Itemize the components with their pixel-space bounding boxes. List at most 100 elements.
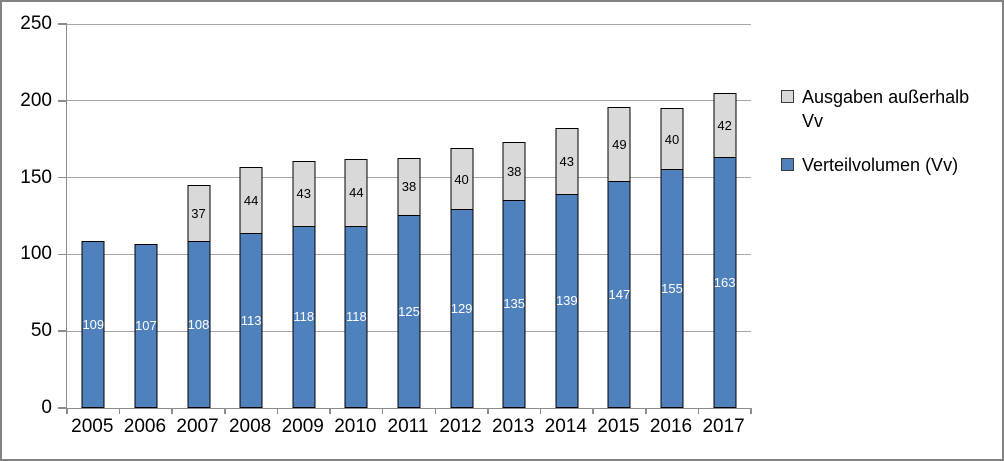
x-axis-tick-6 <box>381 408 384 414</box>
data-label-verteilvolumen-2010: 118 <box>345 309 367 325</box>
data-label-ausgaben-2014: 43 <box>559 153 575 169</box>
data-label-ausgaben-2015: 49 <box>612 137 627 153</box>
data-label-ausgaben-2012: 40 <box>454 171 469 187</box>
x-axis-tick-10 <box>592 408 594 414</box>
bar-2008: 44 113 <box>239 166 263 408</box>
x-axis-label-2015: 2015 <box>597 416 640 437</box>
y-axis-label-100: 100 <box>20 243 52 265</box>
bar-segment-ausgaben-2007[interactable]: 37 <box>187 185 211 243</box>
data-label-ausgaben-2016: 40 <box>664 131 680 147</box>
y-axis-tick-200 <box>58 100 67 102</box>
y-axis-tick-150 <box>58 176 67 179</box>
bars: 109 107 37 108 44 113 43 118 44 118 38 125 40 129 38 13… <box>67 24 751 408</box>
data-label-ausgaben-2008: 44 <box>243 193 259 209</box>
bar-segment-verteilvolumen-2016[interactable]: 155 <box>660 169 684 408</box>
bar-segment-ausgaben-2016[interactable]: 40 <box>660 108 684 170</box>
bar-group-2013: 38 135 <box>488 24 541 408</box>
bar-segment-ausgaben-2010[interactable]: 44 <box>344 159 368 227</box>
bar-2012: 40 129 <box>450 148 474 408</box>
bar-segment-verteilvolumen-2014[interactable]: 139 <box>555 194 579 408</box>
bar-group-2016: 40 155 <box>646 24 699 408</box>
x-axis-tick-0 <box>66 408 68 414</box>
bar-2013: 38 135 <box>502 142 526 408</box>
data-label-ausgaben-2007: 37 <box>191 206 206 222</box>
legend-label: Verteilvolumen (Vv) <box>802 155 959 175</box>
y-axis-label-250: 250 <box>20 13 52 34</box>
bar-group-2015: 49 147 <box>593 24 646 408</box>
x-axis-tick-11 <box>645 408 647 414</box>
bar-segment-verteilvolumen-2010[interactable]: 118 <box>344 226 368 408</box>
bar-segment-verteilvolumen-2008[interactable]: 113 <box>239 234 263 408</box>
x-axis-label-2008: 2008 <box>228 416 272 437</box>
bar-segment-verteilvolumen-2011[interactable]: 125 <box>397 216 421 408</box>
x-axis-tick-2 <box>171 408 173 414</box>
bar-2005: 109 <box>81 240 105 408</box>
bar-segment-ausgaben-2015[interactable]: 49 <box>607 106 631 183</box>
data-label-verteilvolumen-2017: 163 <box>713 274 736 290</box>
y-axis-tick-100 <box>58 253 67 256</box>
legend-item-ausgaben-ausserhalb-vv[interactable]: Ausgaben außerhalb Vv <box>781 85 991 133</box>
x-axis-label-2007: 2007 <box>176 416 219 437</box>
bar-group-2005: 109 <box>67 24 120 408</box>
bar-2014: 43 139 <box>555 128 579 408</box>
x-axis-label-2011: 2011 <box>387 416 429 437</box>
bar-segment-verteilvolumen-2005[interactable]: 109 <box>81 240 105 408</box>
bar-segment-verteilvolumen-2012[interactable]: 129 <box>450 209 474 408</box>
data-label-verteilvolumen-2016: 155 <box>661 280 683 296</box>
bar-segment-verteilvolumen-2007[interactable]: 108 <box>187 242 211 408</box>
data-label-ausgaben-2010: 44 <box>349 185 364 201</box>
bar-segment-ausgaben-2017[interactable]: 42 <box>713 93 737 158</box>
bar-group-2011: 38 125 <box>383 24 436 408</box>
x-axis-label-2013: 2013 <box>492 416 535 437</box>
bar-segment-verteilvolumen-2009[interactable]: 118 <box>292 226 316 408</box>
data-label-verteilvolumen-2014: 139 <box>555 293 578 309</box>
y-axis-label-150: 150 <box>20 166 52 188</box>
gridline-250 <box>67 23 751 25</box>
data-label-ausgaben-2011: 38 <box>401 179 417 195</box>
bar-segment-verteilvolumen-2013[interactable]: 135 <box>502 200 526 408</box>
bar-group-2006: 107 <box>120 24 173 408</box>
bar-segment-ausgaben-2011[interactable]: 38 <box>397 157 421 216</box>
x-axis-label-2009: 2009 <box>281 416 324 437</box>
bar-group-2009: 43 118 <box>277 24 330 408</box>
data-label-verteilvolumen-2005: 109 <box>82 316 105 332</box>
bar-segment-ausgaben-2012[interactable]: 40 <box>450 148 474 210</box>
x-axis-tick-12 <box>697 408 700 414</box>
legend-swatch-ausgaben-ausserhalb-vv <box>781 90 794 103</box>
x-axis-tick-5 <box>329 408 331 414</box>
x-axis-tick-13 <box>750 408 752 414</box>
bar-2015: 49 147 <box>607 106 631 408</box>
bar-group-2017: 42 163 <box>698 24 751 408</box>
plot-area: 109 107 37 108 44 113 43 118 44 118 38 125 40 129 38 13… <box>58 23 752 414</box>
x-axis-tick-3 <box>224 408 226 414</box>
bar-segment-ausgaben-2009[interactable]: 43 <box>292 160 316 227</box>
bar-segment-ausgaben-2014[interactable]: 43 <box>555 128 579 195</box>
bar-segment-verteilvolumen-2017[interactable]: 163 <box>713 157 737 408</box>
bar-segment-verteilvolumen-2015[interactable]: 147 <box>607 182 631 408</box>
bar-2010: 44 118 <box>344 159 368 408</box>
y-axis-label-200: 200 <box>20 89 52 111</box>
bar-segment-verteilvolumen-2006[interactable]: 107 <box>134 243 158 408</box>
legend-swatch-verteilvolumen <box>781 158 794 171</box>
data-label-verteilvolumen-2015: 147 <box>608 287 631 303</box>
bar-2017: 42 163 <box>713 93 737 408</box>
bar-2011: 38 125 <box>397 157 421 408</box>
bar-2009: 43 118 <box>292 160 316 408</box>
x-axis-tick-9 <box>539 408 542 414</box>
gridline-200 <box>67 100 751 102</box>
data-label-ausgaben-2013: 38 <box>506 163 522 179</box>
bar-2006: 107 <box>134 243 158 408</box>
bar-segment-ausgaben-2008[interactable]: 44 <box>239 166 263 235</box>
data-label-ausgaben-2009: 43 <box>296 186 311 202</box>
bar-group-2012: 40 129 <box>435 24 488 408</box>
x-axis-label-2017: 2017 <box>702 416 745 437</box>
x-axis-label-2012: 2012 <box>439 416 482 437</box>
legend-item-verteilvolumen[interactable]: Verteilvolumen (Vv) <box>781 153 991 177</box>
data-label-verteilvolumen-2009: 118 <box>293 309 315 325</box>
bar-2007: 37 108 <box>187 185 211 408</box>
x-axis-tick-4 <box>276 408 279 414</box>
bar-segment-ausgaben-2013[interactable]: 38 <box>502 142 526 201</box>
x-axis-tick-1 <box>118 408 121 414</box>
data-label-verteilvolumen-2013: 135 <box>503 296 526 312</box>
data-label-ausgaben-2017: 42 <box>717 117 732 133</box>
